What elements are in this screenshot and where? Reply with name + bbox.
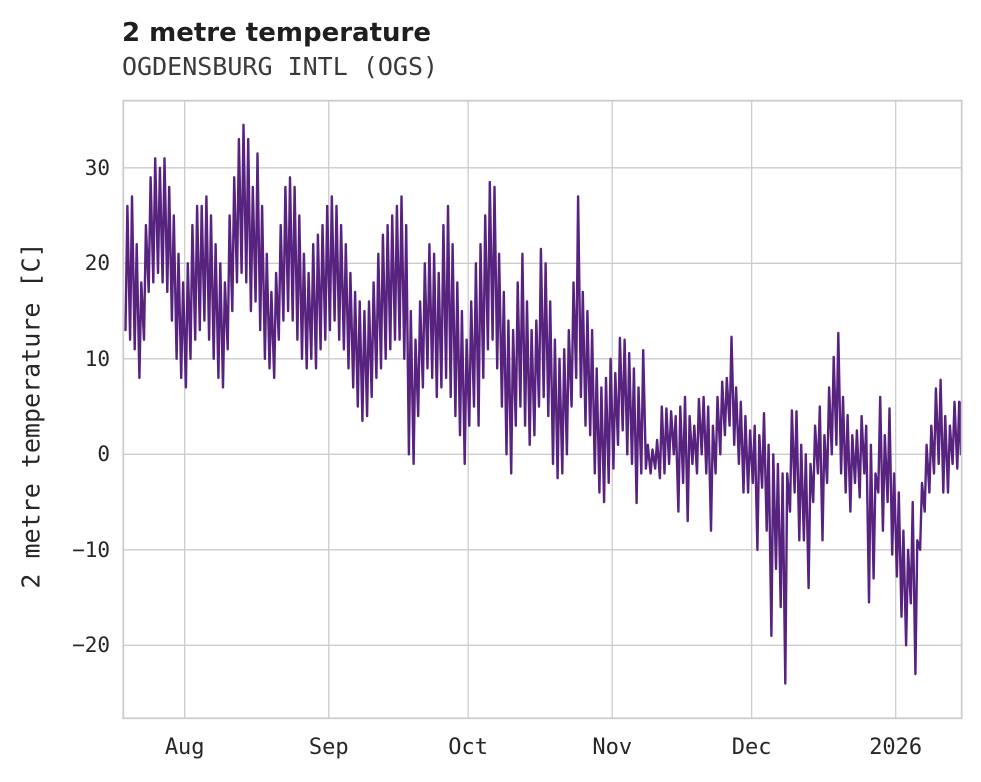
y-tick-label: 0 — [97, 442, 110, 467]
y-tick-label: 20 — [84, 251, 110, 276]
chart-title: 2 metre temperature — [122, 18, 431, 48]
y-tick-label: 10 — [84, 346, 110, 371]
x-tick-label: Sep — [308, 735, 349, 760]
y-tick-label: −10 — [72, 537, 110, 562]
y-tick-label: 30 — [84, 155, 110, 180]
temperature-line — [124, 123, 962, 685]
x-tick-label: Oct — [448, 735, 489, 760]
plot-border — [122, 99, 963, 720]
y-axis-label: 2 metre temperature [C] — [16, 242, 46, 589]
chart-subtitle: OGDENSBURG INTL (OGS) — [122, 52, 439, 81]
y-tick-label: −20 — [72, 633, 110, 658]
x-tick-label: Dec — [731, 735, 772, 760]
x-tick-label: Nov — [592, 735, 633, 760]
x-tick-label: 2026 — [869, 735, 923, 760]
x-tick-label: Aug — [164, 735, 205, 760]
